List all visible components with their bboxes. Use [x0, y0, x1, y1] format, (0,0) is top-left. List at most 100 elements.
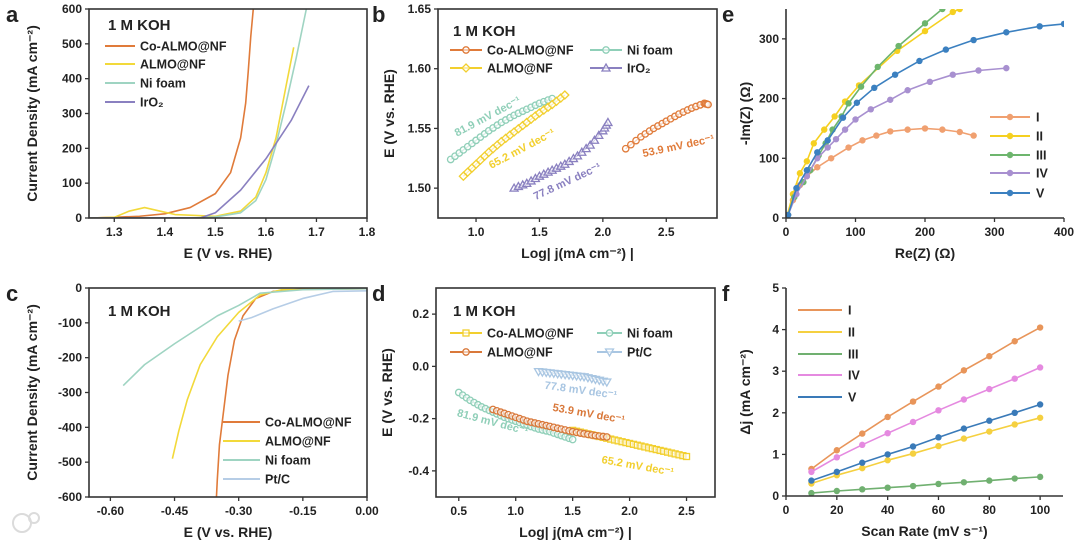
data-point: [909, 482, 917, 490]
legend-label: Co-ALMO@NF: [265, 416, 352, 430]
data-point: [1036, 364, 1044, 371]
data-point: [803, 158, 811, 165]
data-point: [808, 477, 815, 484]
panel-letter: f: [722, 281, 730, 306]
legend-item: III: [798, 348, 858, 362]
panel-letter: c: [6, 281, 18, 306]
data-point: [884, 451, 891, 458]
legend-marker: [1006, 169, 1014, 177]
chart-title: 1 M KOH: [453, 23, 516, 40]
series-line-IrO₂: [89, 85, 310, 218]
plot-frame: [88, 8, 368, 219]
data-point: [808, 489, 815, 496]
x-tick-label: -0.45: [161, 504, 189, 518]
data-point: [916, 57, 923, 65]
data-point: [909, 398, 917, 405]
data-point: [1036, 401, 1044, 408]
data-point: [845, 100, 852, 107]
chart-title: 1 M KOH: [108, 17, 171, 34]
x-tick-label: -0.30: [225, 504, 253, 518]
data-point: [589, 134, 600, 144]
data-point: [1003, 64, 1010, 72]
data-point: [839, 114, 847, 121]
data-point: [859, 430, 866, 437]
x-tick-label: 20: [830, 503, 844, 517]
data-point: [601, 378, 612, 388]
legend-marker: [600, 62, 612, 72]
legend-label: ALMO@NF: [140, 58, 206, 72]
legend-label: Pt/C: [627, 346, 652, 360]
y-tick-label: 200: [62, 141, 82, 155]
data-point: [921, 125, 929, 132]
data-point: [845, 144, 852, 151]
legend-item: Co-ALMO@NF: [105, 40, 227, 54]
series-line-Co-ALMO@NF: [89, 9, 255, 218]
data-point: [859, 486, 866, 493]
data-point: [867, 106, 874, 113]
data-point: [808, 468, 815, 476]
data-point: [1011, 409, 1018, 416]
legend-label: Ni foam: [265, 454, 311, 468]
panel-a: a 1.3 1.4 1.5 1.6 1.7 1.8 0 100 200 300 400 500 600 E …: [6, 2, 376, 261]
data-point: [895, 42, 902, 50]
series-line-V: [787, 23, 1064, 216]
legend-label: I: [1036, 111, 1039, 125]
data-point: [682, 452, 691, 461]
data-point: [602, 433, 611, 441]
legend: Co-ALMO@NF Ni foam ALMO@NF IrO₂: [450, 44, 673, 76]
y-tick-label: 1: [772, 447, 779, 461]
series-line-Ni foam: [122, 288, 367, 387]
x-tick-label: 1.8: [359, 225, 376, 239]
data-point: [1036, 23, 1043, 30]
series-group: [786, 9, 1064, 218]
data-point: [960, 435, 968, 442]
y-tick-label: 4: [772, 323, 779, 337]
legend-label: IV: [1036, 167, 1048, 181]
data-point: [833, 447, 841, 454]
y-tick-label: 100: [62, 176, 82, 190]
data-point: [632, 136, 640, 145]
data-point: [949, 71, 956, 78]
y-tick-label: 400: [62, 72, 82, 86]
x-tick-label: 40: [881, 503, 895, 517]
y-tick-label: 3: [772, 364, 779, 378]
legend-marker: [1006, 132, 1014, 140]
y-tick-label: -0.4: [408, 464, 429, 478]
legend-item: Co-ALMO@NF: [223, 416, 352, 430]
x-tick-label: 1.5: [207, 225, 224, 239]
y-tick-label: 5: [772, 281, 779, 295]
data-point: [949, 9, 956, 16]
plot-frame: [435, 287, 716, 498]
y-tick-label: 2: [772, 406, 779, 420]
legend-label: Pt/C: [265, 473, 290, 487]
legend-label: Co-ALMO@NF: [487, 44, 574, 58]
x-tick-label: 300: [984, 225, 1004, 239]
chart-title: 1 M KOH: [453, 303, 516, 320]
data-point: [956, 9, 963, 13]
legend-label: IV: [848, 369, 860, 383]
data-point: [827, 155, 835, 162]
data-point: [873, 132, 880, 139]
data-point: [803, 173, 811, 180]
y-tick-label: -400: [58, 420, 82, 434]
data-point: [627, 140, 635, 149]
y-tick-label: 100: [759, 151, 779, 165]
data-point: [956, 128, 963, 136]
legend-item: II: [990, 130, 1043, 144]
legend-label: IrO₂: [627, 62, 651, 76]
y-tick-label: -200: [58, 351, 82, 365]
series-line-IV: [787, 67, 1007, 216]
data-point: [602, 117, 614, 127]
legend-item: I: [798, 304, 851, 318]
y-tick-label: -600: [58, 490, 82, 504]
data-point: [1011, 421, 1018, 428]
y-tick-label: 0.2: [412, 307, 429, 321]
series-line-ALMO@NF: [89, 47, 295, 218]
y-axis-label: E (V vs. RHE): [379, 348, 395, 437]
data-point: [884, 484, 891, 491]
y-axis-label: -Im(Z) (Ω): [737, 82, 753, 145]
series-line-I: [810, 326, 1041, 470]
data-point: [935, 407, 942, 414]
